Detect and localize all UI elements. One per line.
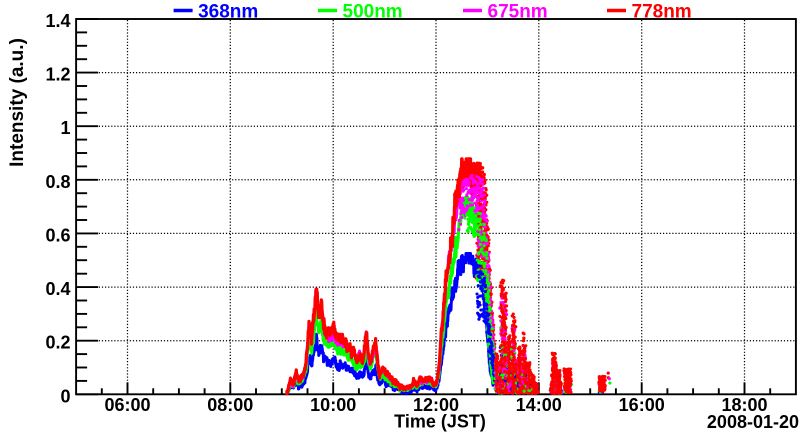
svg-text:0.8: 0.8 [45,172,70,192]
svg-text:0: 0 [60,386,70,406]
svg-text:14:00: 14:00 [516,395,562,415]
svg-text:Time (JST): Time (JST) [394,412,486,432]
svg-text:1.2: 1.2 [45,65,70,85]
svg-text:368nm: 368nm [198,2,258,23]
svg-text:0.4: 0.4 [45,279,70,299]
svg-text:08:00: 08:00 [207,395,253,415]
svg-text:500nm: 500nm [343,2,403,23]
svg-text:0.2: 0.2 [45,333,70,353]
svg-text:10:00: 10:00 [310,395,356,415]
svg-text:Intensity (a.u.): Intensity (a.u.) [7,38,28,167]
svg-text:18:00: 18:00 [721,395,767,415]
svg-text:06:00: 06:00 [104,395,150,415]
svg-text:1.4: 1.4 [45,11,70,31]
svg-text:1: 1 [60,118,70,138]
svg-text:778nm: 778nm [632,2,692,23]
svg-text:0.6: 0.6 [45,225,70,245]
svg-text:2008-01-20: 2008-01-20 [707,412,799,432]
svg-text:16:00: 16:00 [619,395,665,415]
svg-text:12:00: 12:00 [413,395,459,415]
svg-text:675nm: 675nm [488,2,548,23]
